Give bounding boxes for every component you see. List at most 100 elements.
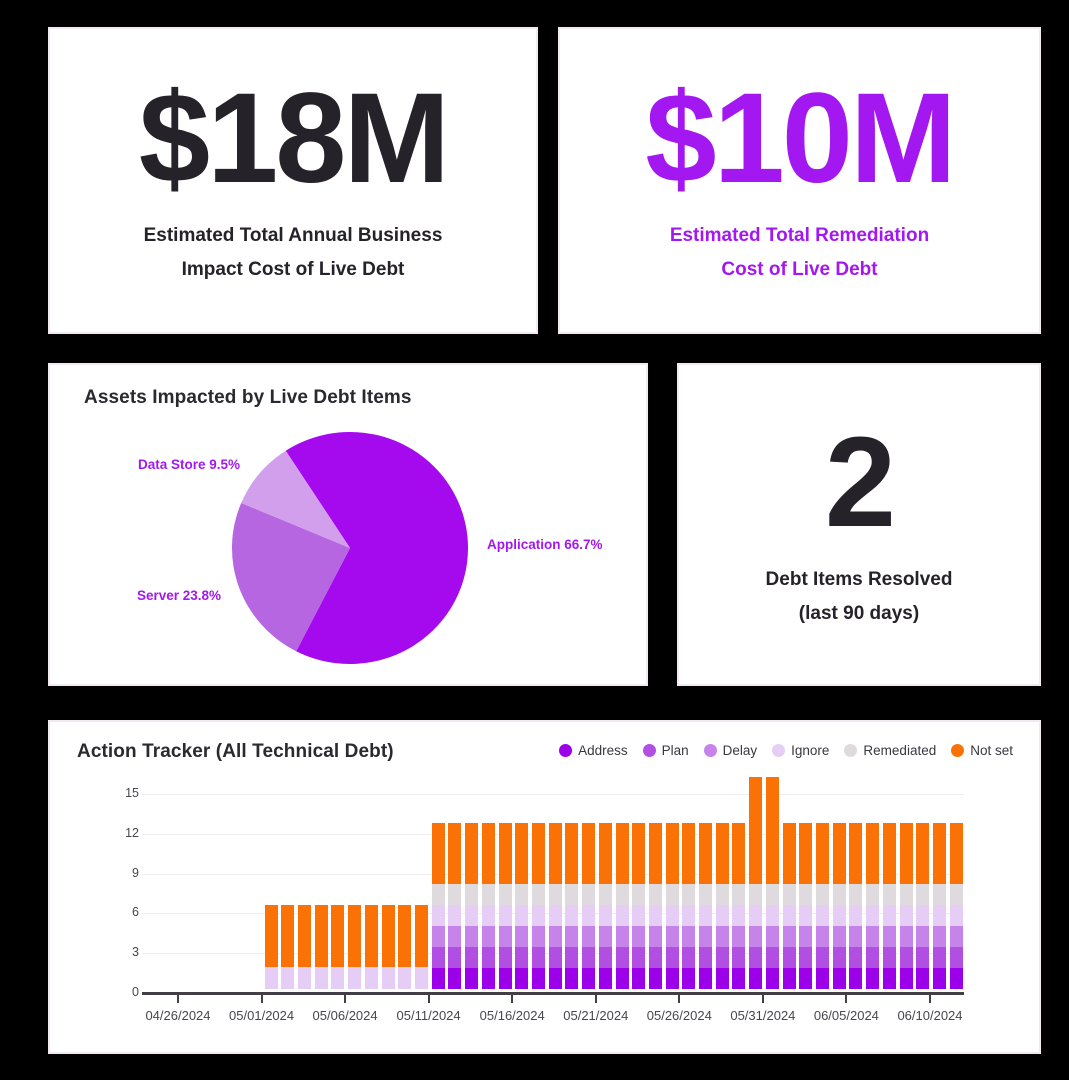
- bar-05/09/2024[interactable]: [398, 904, 412, 989]
- bar-05/15/2024[interactable]: [498, 822, 512, 989]
- x-axis-label-06-05-2024: 06/05/2024: [813, 1008, 879, 1023]
- legend-item-address[interactable]: Address: [559, 743, 628, 758]
- bar-06/04/2024[interactable]: [832, 822, 846, 989]
- bar-05/30/2024[interactable]: [749, 777, 763, 989]
- remediation-cost-label-line2: Cost of Live Debt: [721, 258, 878, 280]
- bar-06/05/2024[interactable]: [849, 822, 863, 989]
- bar-05/29/2024[interactable]: [732, 822, 746, 989]
- bar-segment-ignore: [866, 905, 880, 927]
- bar-05/31/2024[interactable]: [765, 777, 779, 989]
- legend-item-not-set[interactable]: Not set: [951, 743, 1013, 758]
- remediation-cost-label-line1: Estimated Total Remediation: [669, 225, 930, 247]
- card-impact-cost: $18M Estimated Total Annual Business Imp…: [48, 27, 538, 334]
- bar-segment-remediated: [849, 884, 863, 906]
- bar-segment-delay: [916, 926, 930, 948]
- legend-item-plan[interactable]: Plan: [642, 743, 689, 758]
- bar-05/27/2024[interactable]: [699, 822, 712, 989]
- bar-05/03/2024[interactable]: [298, 904, 311, 989]
- bar-05/14/2024[interactable]: [481, 822, 495, 989]
- bar-06/01/2024[interactable]: [782, 822, 796, 989]
- bar-05/04/2024[interactable]: [314, 904, 328, 989]
- pie-slice-application[interactable]: [285, 431, 469, 664]
- bar-segment-ignore: [816, 905, 829, 927]
- bar-segment-not-set: [515, 822, 529, 885]
- bar-06/11/2024[interactable]: [949, 822, 963, 989]
- bar-segment-ignore: [632, 905, 646, 927]
- bar-05/12/2024[interactable]: [448, 822, 462, 989]
- bar-segment-not-set: [548, 822, 562, 885]
- bar-05/06/2024[interactable]: [348, 904, 362, 989]
- bar-06/07/2024[interactable]: [882, 822, 896, 989]
- bar-segment-address: [949, 967, 963, 989]
- bar-05/02/2024[interactable]: [281, 904, 295, 989]
- bar-segment-address: [548, 967, 562, 989]
- bar-segment-not-set: [364, 904, 378, 968]
- bar-06/03/2024[interactable]: [816, 822, 829, 989]
- bar-05/21/2024[interactable]: [598, 822, 612, 989]
- bar-06/08/2024[interactable]: [899, 822, 913, 989]
- bar-segment-not-set: [481, 822, 495, 885]
- bar-05/19/2024[interactable]: [565, 822, 579, 989]
- bar-segment-plan: [515, 947, 529, 968]
- bar-segment-delay: [548, 926, 562, 948]
- legend-item-remediated[interactable]: Remediated: [844, 743, 936, 758]
- bar-05/01/2024[interactable]: [264, 904, 278, 989]
- bar-segment-ignore: [765, 905, 779, 927]
- bar-segment-delay: [866, 926, 880, 948]
- bar-segment-delay: [598, 926, 612, 948]
- bar-05/11/2024[interactable]: [431, 822, 445, 989]
- bar-05/07/2024[interactable]: [364, 904, 378, 989]
- bar-05/22/2024[interactable]: [615, 822, 629, 989]
- bar-05/13/2024[interactable]: [465, 822, 479, 989]
- bar-05/24/2024[interactable]: [648, 822, 662, 989]
- bar-05/26/2024[interactable]: [682, 822, 696, 989]
- legend-item-ignore[interactable]: Ignore: [772, 743, 829, 758]
- bar-06/09/2024[interactable]: [916, 822, 930, 989]
- pie-label-data-store: Data Store 9.5%: [137, 457, 240, 472]
- bar-05/20/2024[interactable]: [582, 822, 595, 989]
- legend-item-delay[interactable]: Delay: [703, 743, 757, 758]
- bar-05/08/2024[interactable]: [381, 904, 395, 989]
- bar-05/10/2024[interactable]: [414, 904, 428, 989]
- bar-segment-delay: [949, 926, 963, 948]
- bar-05/25/2024[interactable]: [665, 822, 679, 989]
- bar-06/10/2024[interactable]: [933, 822, 946, 989]
- bar-05/23/2024[interactable]: [632, 822, 646, 989]
- bar-segment-address: [882, 967, 896, 989]
- bar-segment-plan: [866, 947, 880, 968]
- bar-06/06/2024[interactable]: [866, 822, 880, 989]
- bar-segment-ignore: [749, 905, 763, 927]
- x-axis-tick: [929, 994, 931, 1003]
- bar-05/18/2024[interactable]: [548, 822, 562, 989]
- bar-segment-ignore: [281, 967, 295, 989]
- card-debt-items-resolved: 2 Debt Items Resolved (last 90 days): [677, 363, 1041, 686]
- bar-segment-remediated: [515, 884, 529, 906]
- bar-segment-remediated: [548, 884, 562, 906]
- bar-segment-plan: [665, 947, 679, 968]
- bar-segment-address: [732, 967, 746, 989]
- bar-05/05/2024[interactable]: [331, 904, 345, 989]
- pie-slice-data-store[interactable]: [241, 450, 350, 548]
- bar-05/17/2024[interactable]: [531, 822, 545, 989]
- x-axis-label-06-10-2024: 06/10/2024: [897, 1008, 963, 1023]
- x-axis-label-05-21-2024: 05/21/2024: [563, 1008, 629, 1023]
- bar-segment-ignore: [314, 967, 328, 989]
- bar-segment-delay: [431, 926, 445, 948]
- pie-slice-server[interactable]: [231, 503, 350, 652]
- bar-segment-delay: [732, 926, 746, 948]
- legend-item-label: Address: [578, 743, 628, 758]
- bar-segment-ignore: [498, 905, 512, 927]
- bar-segment-delay: [765, 926, 779, 948]
- bar-segment-remediated: [565, 884, 579, 906]
- x-axis-tick: [511, 994, 514, 1003]
- resolved-label-line1: Debt Items Resolved: [765, 569, 953, 591]
- bar-05/16/2024[interactable]: [515, 822, 529, 989]
- bar-segment-ignore: [565, 905, 579, 927]
- bar-segment-plan: [882, 947, 896, 968]
- bar-06/02/2024[interactable]: [799, 822, 813, 989]
- impact-cost-label-line1: Estimated Total Annual Business: [143, 225, 443, 247]
- bar-05/28/2024[interactable]: [715, 822, 729, 989]
- bar-segment-ignore: [381, 967, 395, 989]
- bar-segment-not-set: [414, 904, 428, 968]
- bar-segment-address: [632, 967, 646, 989]
